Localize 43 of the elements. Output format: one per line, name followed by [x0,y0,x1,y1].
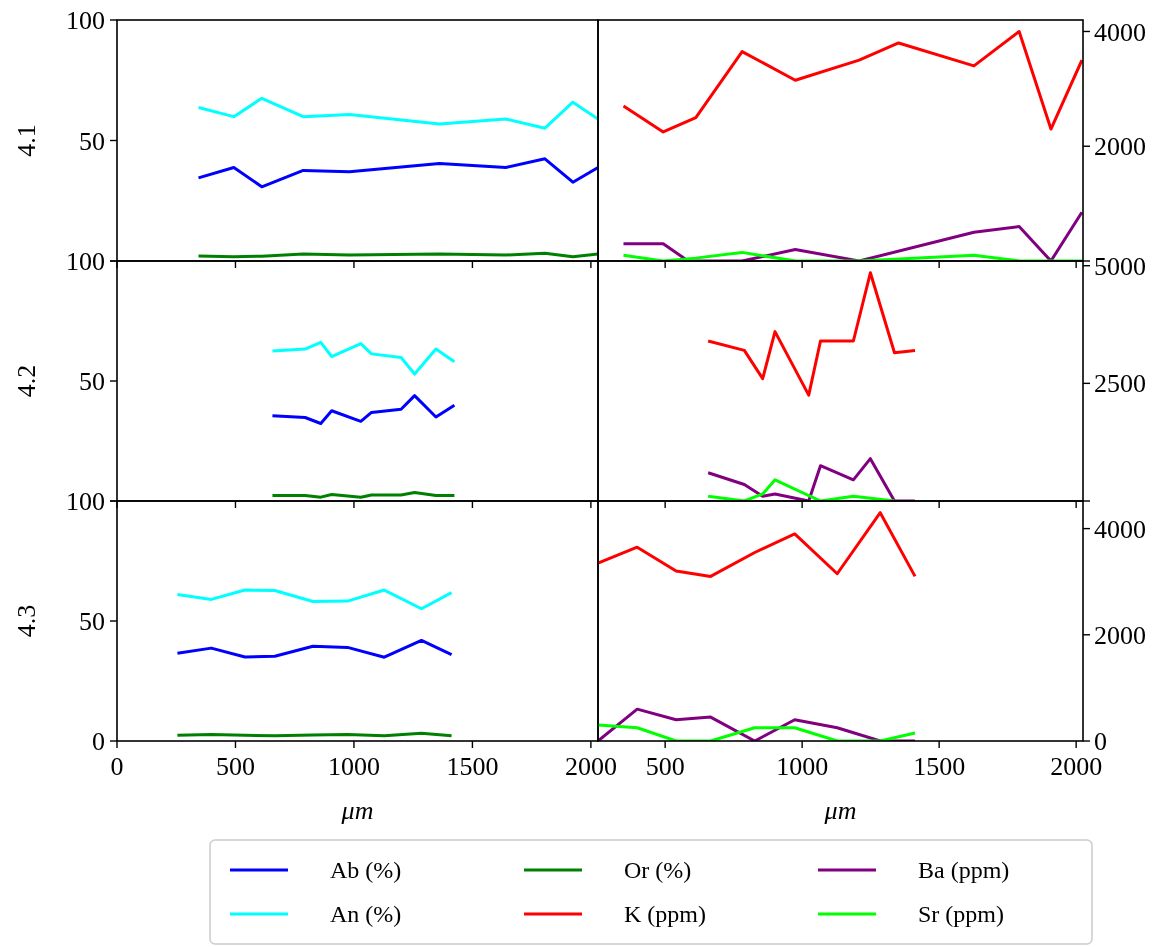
y2-tick-label: 4000 [1094,514,1146,544]
line-series [706,271,917,397]
line-series [598,511,917,578]
x-tick-label: 1000 [776,752,829,781]
y-tick-label: 0 [92,727,105,757]
legend-label: Or (%) [624,857,692,884]
y2-tick-label: 4000 [1094,17,1146,47]
y-tick-label: 50 [79,607,105,637]
line-series [706,478,896,501]
y-axis-title: 4.1 [12,124,41,157]
legend-label: Ab (%) [330,857,402,884]
y-tick-label: 50 [79,126,105,156]
x-tick-label: 500 [215,752,255,781]
y2-tick-label: 2000 [1094,620,1146,650]
legend-label: K (ppm) [624,901,706,928]
legend-label: Sr (ppm) [918,901,1004,928]
line-series [621,29,1083,134]
x-axis-title: μm [340,796,374,825]
y-tick-label: 100 [66,487,105,517]
line-series [197,96,598,130]
x-tick-label: 1500 [446,752,499,781]
line-series [175,638,454,659]
y-tick-label: 50 [79,367,105,397]
line-series [270,394,456,425]
line-series [621,210,1083,261]
y2-tick-label: 5000 [1094,251,1146,281]
x-tick-label: 0 [110,752,124,781]
y2-tick-label: 2500 [1094,369,1146,399]
x-tick-label: 1000 [327,752,380,781]
y-tick-label: 100 [66,247,105,277]
y-tick-label: 100 [66,6,105,36]
x-axis-title: μm [823,796,857,825]
line-series [175,588,454,611]
y-axis-title: 4.2 [12,364,41,398]
y2-tick-label: 2000 [1094,132,1146,162]
legend-label: Ba (ppm) [918,857,1010,884]
x-tick-label: 2000 [564,752,617,781]
y-axis-title: 4.3 [12,604,41,638]
x-tick-label: 500 [645,752,685,781]
line-series [270,340,456,376]
legend-label: An (%) [330,901,402,928]
x-tick-label: 1500 [913,752,966,781]
line-series [197,157,598,189]
